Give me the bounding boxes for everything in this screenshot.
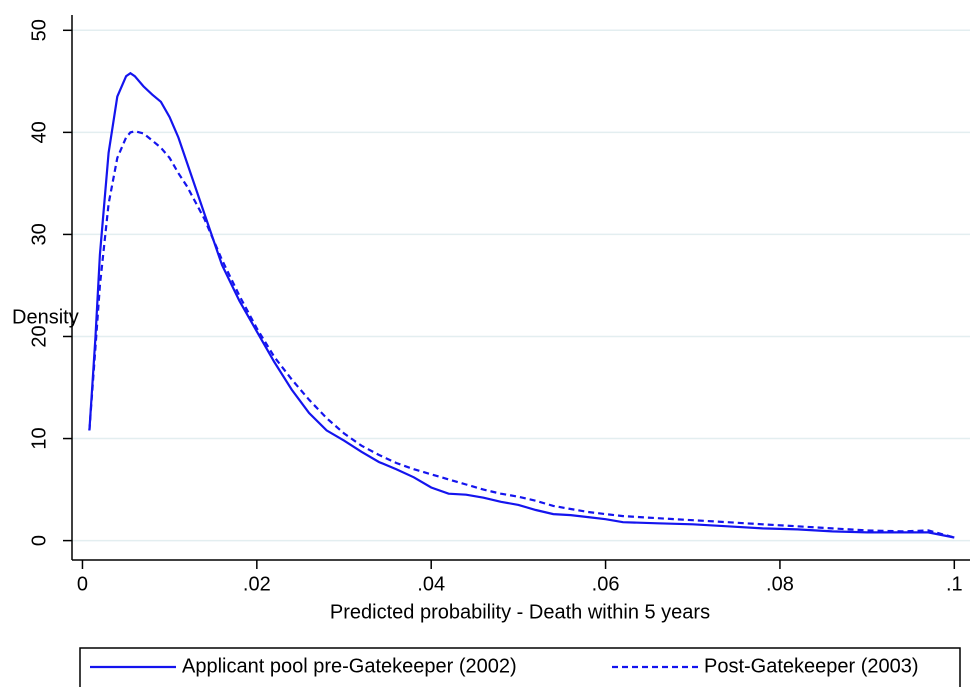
x-tick-label: 0 — [77, 573, 88, 595]
x-tick-label: .02 — [243, 573, 271, 595]
density-line — [88, 130, 955, 539]
y-tick-label: 0 — [28, 535, 50, 546]
x-tick-label: .04 — [417, 573, 445, 595]
y-axis-title: Density — [12, 306, 79, 328]
y-tick-label: 30 — [28, 223, 50, 245]
y-tick-label: 50 — [28, 19, 50, 41]
y-tick-label: 20 — [28, 325, 50, 347]
legend-label: Applicant pool pre-Gatekeeper (2002) — [182, 655, 517, 677]
legend-box — [79, 647, 961, 687]
x-axis-title: Predicted probability - Death within 5 y… — [330, 601, 710, 623]
x-tick-label: .08 — [766, 573, 794, 595]
y-tick-label: 40 — [28, 121, 50, 143]
density-line — [88, 71, 955, 539]
legend-label: Post-Gatekeeper (2003) — [704, 655, 919, 677]
x-tick-label: .06 — [592, 573, 620, 595]
x-tick-label: .1 — [946, 573, 963, 595]
y-tick-label: 10 — [28, 427, 50, 449]
